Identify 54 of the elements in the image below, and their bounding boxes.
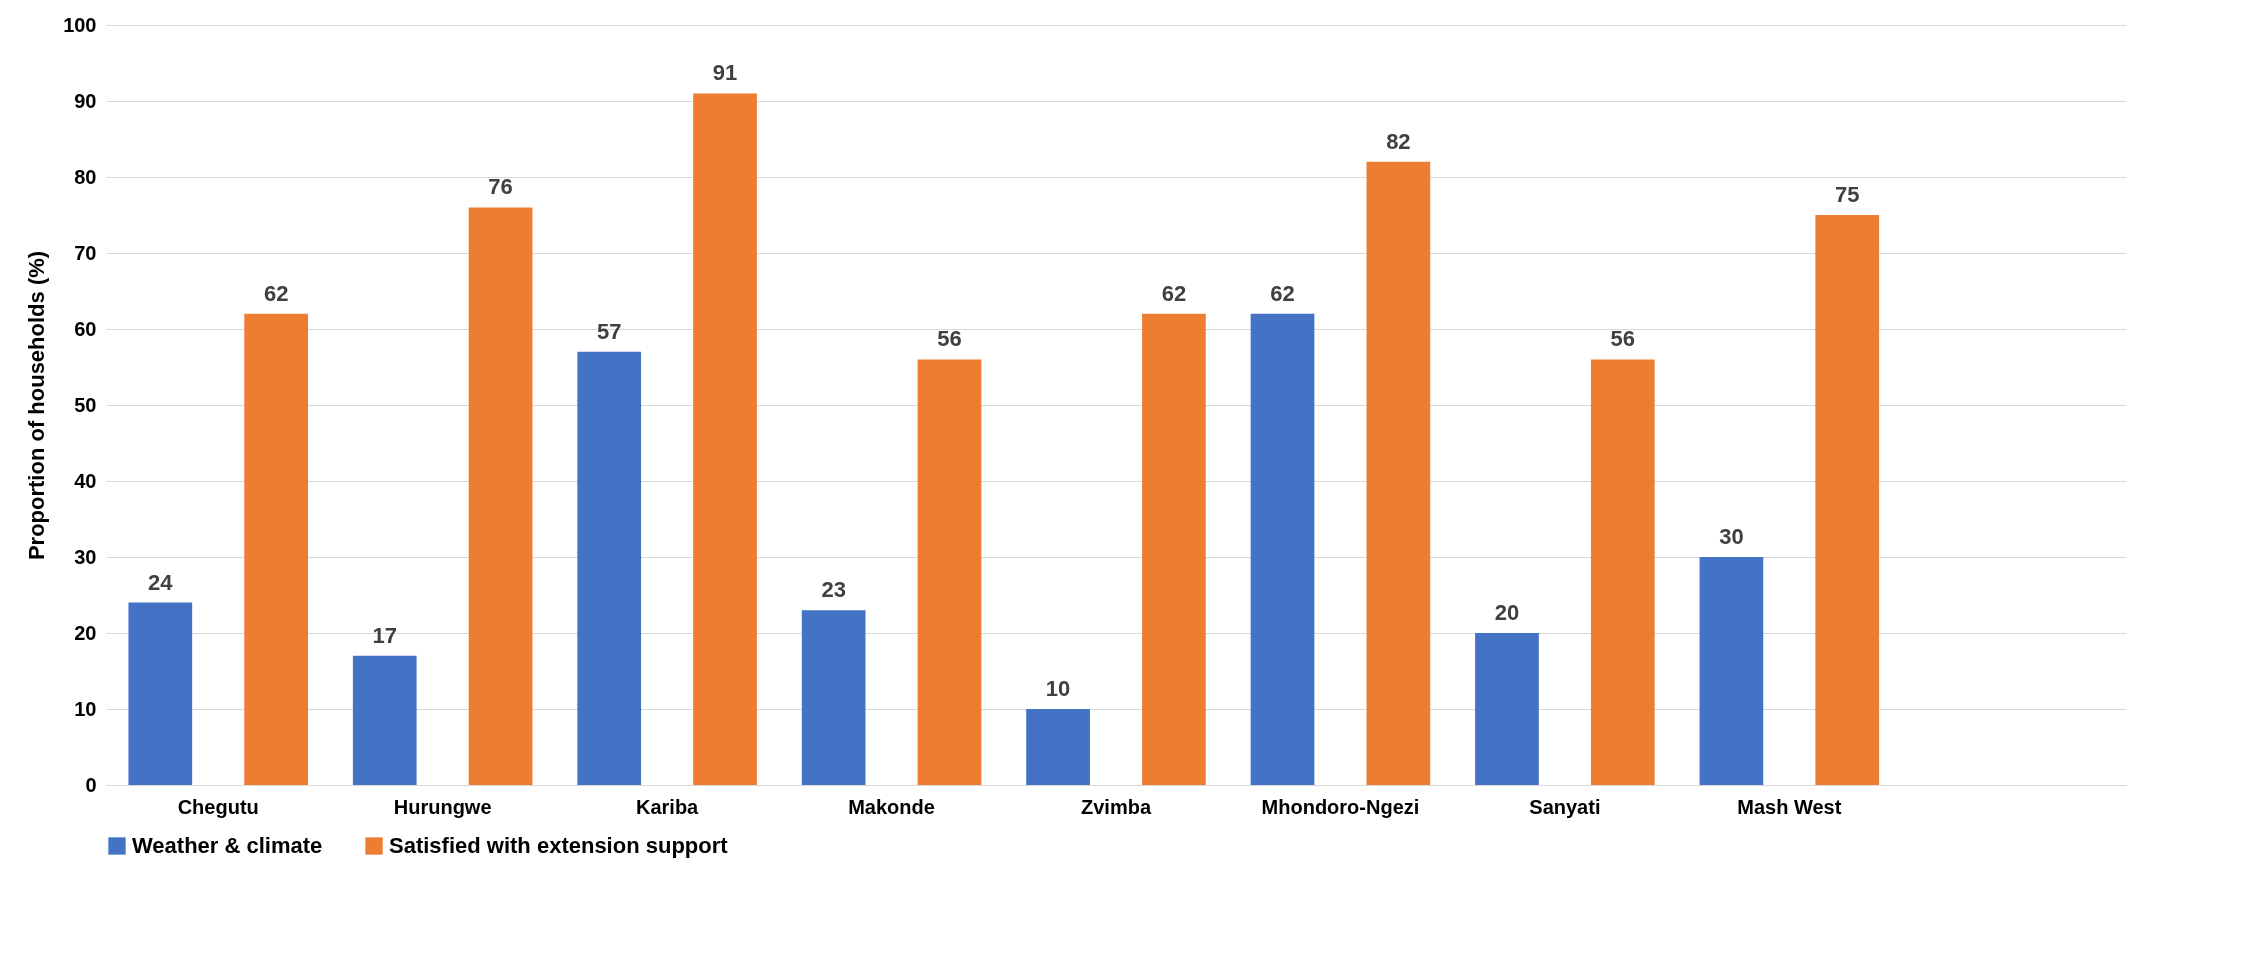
y-tick-label: 30 xyxy=(74,545,97,568)
bar xyxy=(1815,215,1880,785)
y-tick-label: 100 xyxy=(63,13,97,36)
data-label: 91 xyxy=(712,60,738,86)
legend-label: Weather & climate xyxy=(132,833,323,858)
bar xyxy=(244,313,308,785)
x-tick-label: Kariba xyxy=(635,795,700,818)
y-tick-label: 90 xyxy=(74,89,97,112)
bar xyxy=(801,610,866,785)
data-label: 62 xyxy=(1161,280,1187,306)
data-label: 17 xyxy=(372,622,397,648)
bar xyxy=(352,655,417,785)
y-tick-label: 10 xyxy=(74,697,97,720)
y-tick-label: 80 xyxy=(74,165,97,188)
y-tick-label: 50 xyxy=(74,393,97,416)
x-tick-label: Zvimba xyxy=(1080,795,1152,818)
data-label: 56 xyxy=(1610,326,1636,352)
data-label: 76 xyxy=(488,174,513,200)
y-tick-label: 70 xyxy=(74,241,97,264)
bar xyxy=(1026,709,1090,785)
bar xyxy=(1250,313,1315,785)
bar xyxy=(917,359,982,785)
x-tick-label: Mhondoro-Ngezi xyxy=(1261,795,1420,818)
bar xyxy=(1475,633,1539,785)
data-label: 10 xyxy=(1045,676,1071,701)
x-tick-label: Chegutu xyxy=(177,795,259,818)
data-label: 82 xyxy=(1386,128,1411,154)
bar xyxy=(1142,313,1206,785)
bar xyxy=(1699,557,1764,785)
y-tick-label: 60 xyxy=(74,317,97,340)
data-label: 23 xyxy=(821,577,846,603)
x-tick-label: Makonde xyxy=(848,795,935,818)
y-tick-label: 20 xyxy=(74,621,97,644)
y-tick-label: 40 xyxy=(74,469,97,492)
data-label: 75 xyxy=(1835,182,1860,207)
bar xyxy=(468,207,533,785)
bar xyxy=(128,602,193,785)
bar xyxy=(693,93,757,785)
y-tick-label: 0 xyxy=(85,773,97,796)
bar xyxy=(577,351,642,785)
y-axis-title: Proportion of households (%) xyxy=(24,250,50,561)
data-label: 20 xyxy=(1494,600,1520,625)
x-tick-label: Sanyati xyxy=(1529,795,1601,818)
x-tick-label: Mash West xyxy=(1737,795,1842,818)
bar xyxy=(1366,161,1431,785)
legend-label: Satisfied with extension support xyxy=(389,833,729,858)
data-label: 62 xyxy=(263,280,289,306)
data-label: 30 xyxy=(1719,524,1744,549)
bar xyxy=(1590,359,1655,785)
data-label: 57 xyxy=(596,318,622,344)
x-tick-label: Hurungwe xyxy=(393,795,492,818)
data-label: 56 xyxy=(937,326,962,352)
data-label: 24 xyxy=(148,569,174,595)
data-label: 62 xyxy=(1270,280,1295,306)
